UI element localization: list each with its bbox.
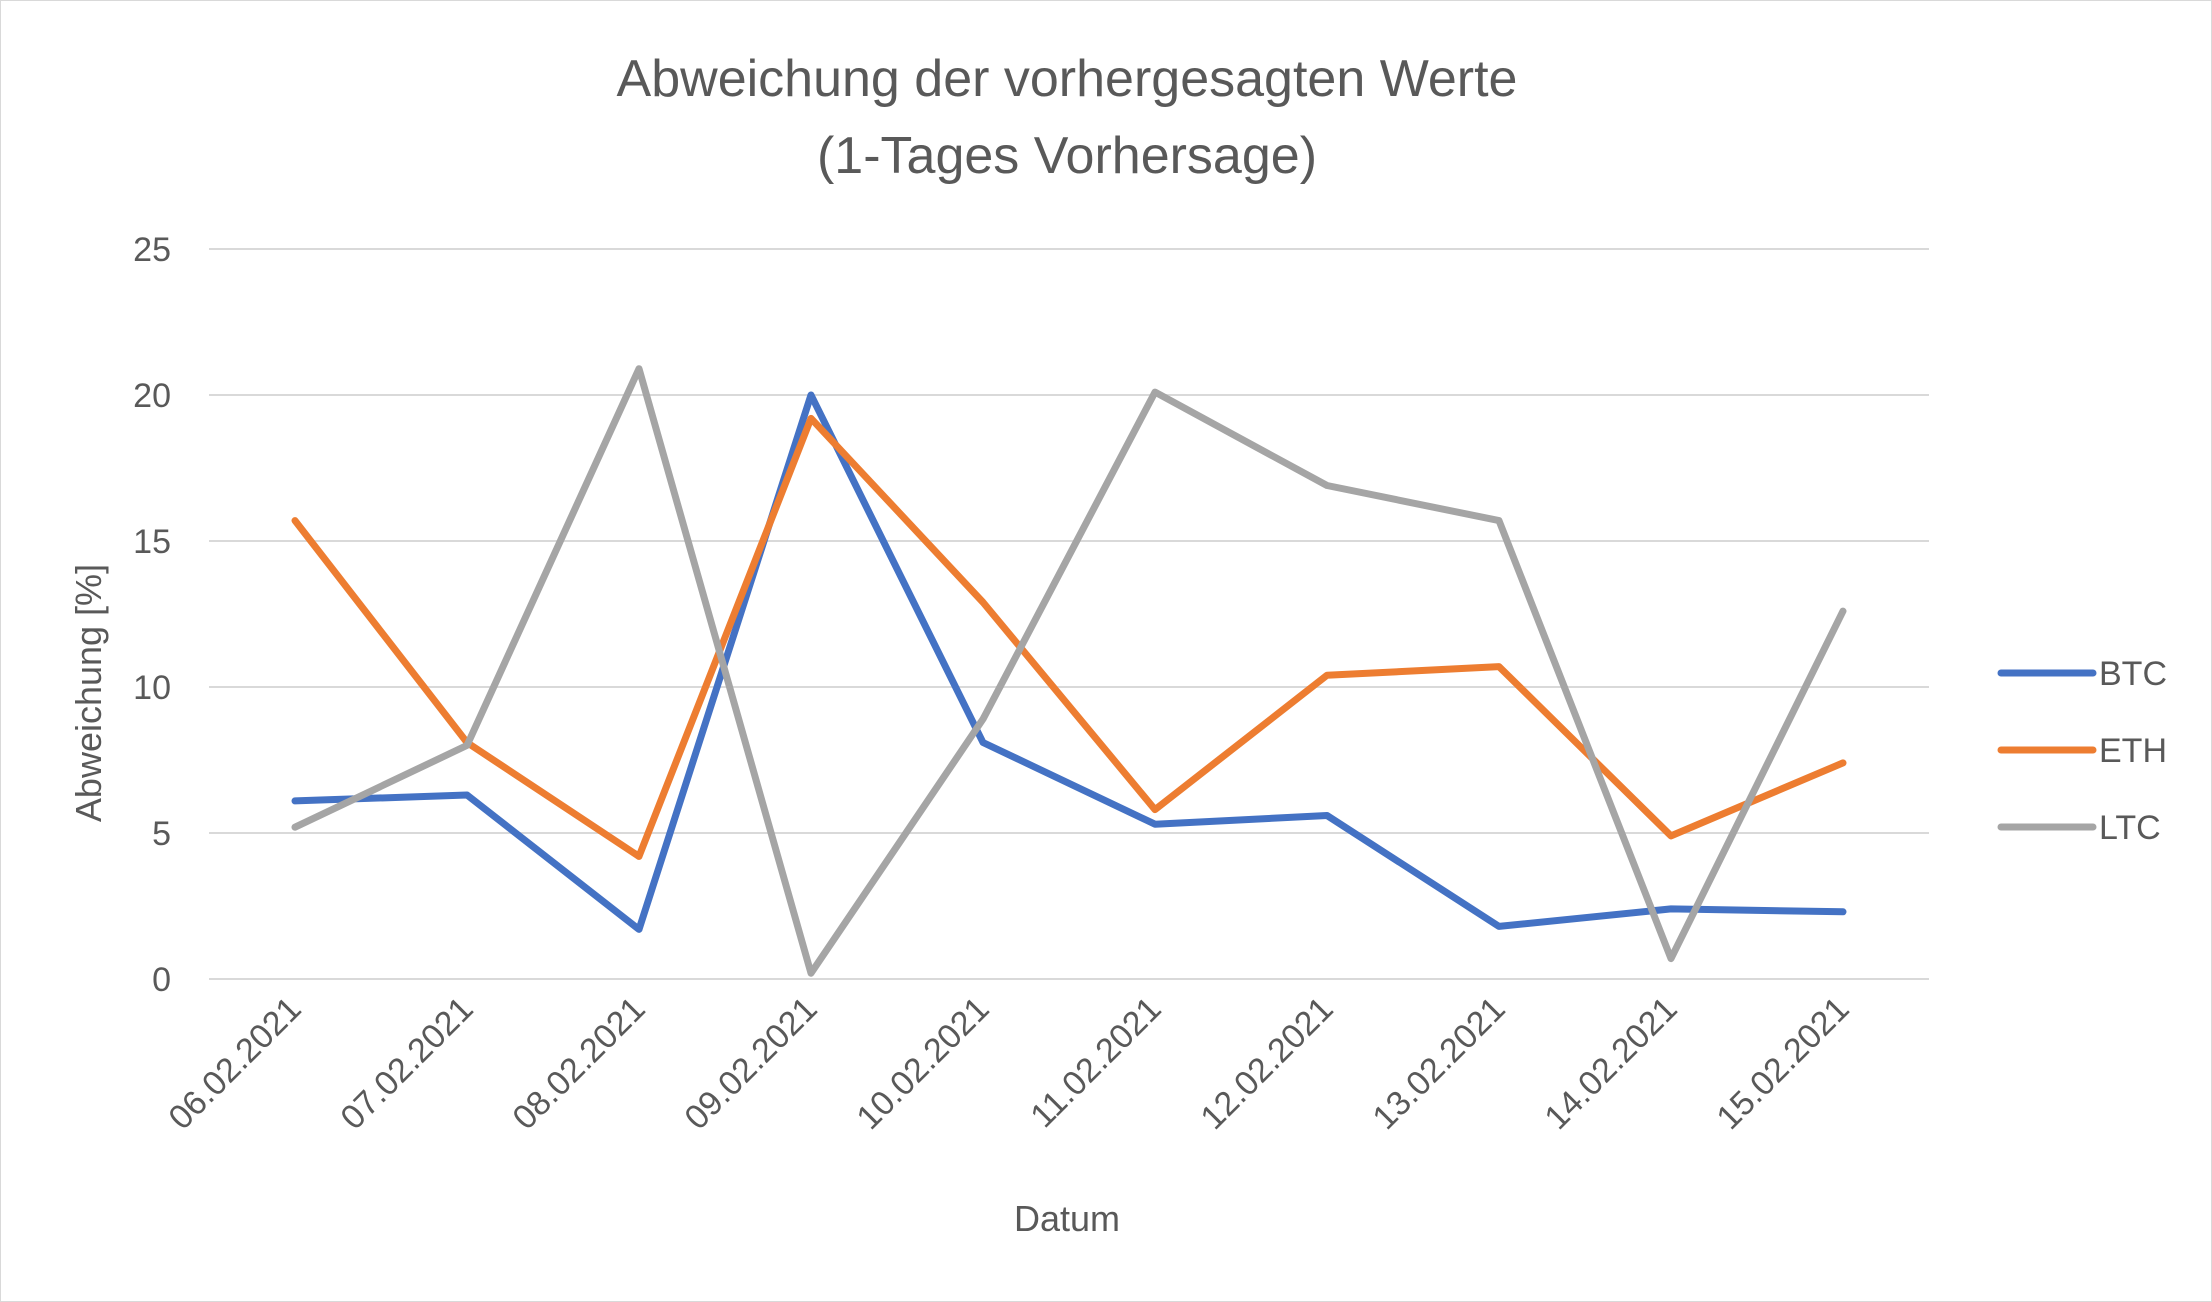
x-tick-label: 07.02.2021 — [333, 990, 480, 1137]
x-axis-tick-labels: 06.02.2021 07.02.2021 08.02.2021 09.02.2021… — [161, 990, 1856, 1137]
x-tick-label: 13.02.2021 — [1365, 990, 1512, 1137]
series-lines — [291, 365, 1847, 977]
y-tick-label: 5 — [152, 815, 171, 853]
y-tick-label: 0 — [152, 961, 171, 999]
x-tick-label: 15.02.2021 — [1709, 990, 1856, 1137]
legend-label-btc: BTC — [2099, 655, 2167, 693]
y-tick-label: 10 — [133, 669, 171, 707]
series-line-eth — [291, 414, 1847, 860]
x-tick-label: 09.02.2021 — [677, 990, 824, 1137]
x-tick-label: 14.02.2021 — [1537, 990, 1684, 1137]
x-tick-label: 06.02.2021 — [161, 990, 308, 1137]
y-axis-tick-labels: 0 5 10 15 20 25 — [133, 231, 171, 999]
gridlines — [209, 248, 1929, 980]
x-tick-label: 12.02.2021 — [1193, 990, 1340, 1137]
series-line-btc — [291, 391, 1847, 933]
y-tick-label: 15 — [133, 523, 171, 561]
x-tick-label: 08.02.2021 — [505, 990, 652, 1137]
chart-title-line-1: Abweichung der vorhergesagten Werte — [617, 50, 1518, 108]
x-tick-label: 11.02.2021 — [1023, 990, 1168, 1135]
legend-label-eth: ETH — [2099, 732, 2167, 770]
x-tick-label: 10.02.2021 — [849, 990, 996, 1137]
x-axis-title: Datum — [1014, 1198, 1120, 1239]
chart-title-line-2: (1-Tages Vorhersage) — [817, 127, 1317, 185]
legend-label-ltc: LTC — [2099, 809, 2161, 847]
series-line-ltc — [291, 365, 1847, 977]
y-tick-label: 20 — [133, 377, 171, 415]
y-axis-title: Abweichung [%] — [68, 564, 109, 822]
legend: BTC ETH LTC — [1997, 655, 2167, 847]
y-tick-label: 25 — [133, 231, 171, 269]
